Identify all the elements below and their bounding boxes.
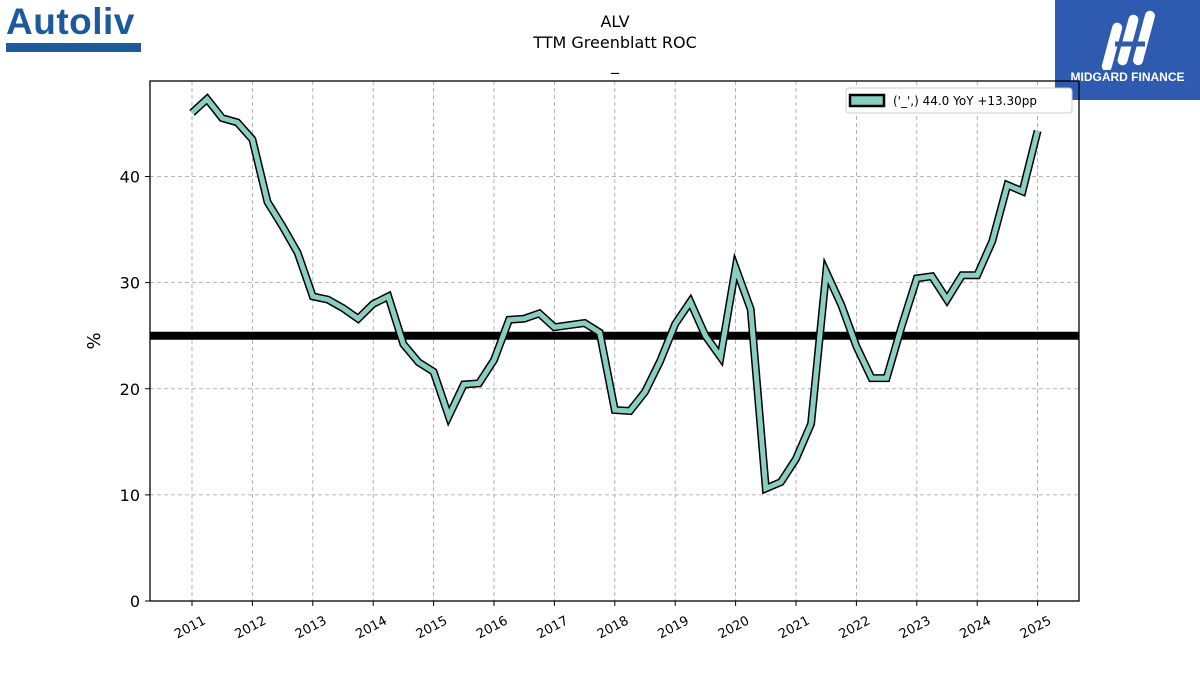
autoliv-logo-bar <box>6 43 141 52</box>
x-tick-label: 2014 <box>353 614 389 643</box>
x-tick-label: 2018 <box>595 614 631 643</box>
y-axis-label: % <box>84 332 105 349</box>
x-tick-label: 2013 <box>293 614 329 643</box>
x-tick-label: 2021 <box>776 614 812 643</box>
y-tick-label: 40 <box>120 168 140 187</box>
x-axis: 2011 2012 2013 2014 2015 2016 2017 2018 2019 2020… <box>172 601 1054 642</box>
x-tick-label: 2016 <box>474 614 510 643</box>
legend-swatch <box>848 93 886 108</box>
x-tick-label: 2023 <box>897 614 933 643</box>
x-tick-label: 2025 <box>1018 614 1054 643</box>
series-group <box>189 93 1042 495</box>
grid-lines <box>150 81 1079 601</box>
y-tick-label: 30 <box>120 274 140 293</box>
series-line <box>190 95 1041 493</box>
legend-box <box>845 87 1073 114</box>
x-tick-label: 2012 <box>233 614 269 643</box>
x-tick-label: 2011 <box>172 614 208 643</box>
legend: ('_',) 44.0 YoY +13.30pp <box>845 87 1073 114</box>
legend-label: ('_',) 44.0 YoY +13.30pp <box>893 94 1037 108</box>
x-tick-label: 2019 <box>655 614 691 643</box>
chart-subtitle: TTM Greenblatt ROC <box>532 33 697 52</box>
y-tick-label: 0 <box>130 592 140 611</box>
x-tick-label: 2015 <box>414 614 450 643</box>
x-tick-label: 2020 <box>716 614 752 643</box>
chart-subtitle-underscore: _ <box>610 55 620 75</box>
y-tick-label: 20 <box>120 380 140 399</box>
y-axis: 0 10 20 30 40 <box>120 168 150 611</box>
x-tick-label: 2017 <box>535 614 571 643</box>
autoliv-logo: Autoliv <box>6 2 142 52</box>
chart-title: ALV <box>600 12 629 31</box>
autoliv-logo-text: Autoliv <box>6 1 135 42</box>
midgard-emblem-icon <box>1101 10 1155 72</box>
x-tick-label: 2024 <box>957 614 993 643</box>
midgard-finance-text: MIDGARD FINANCE <box>1070 70 1185 84</box>
y-tick-label: 10 <box>120 486 140 505</box>
x-tick-label: 2022 <box>837 614 873 643</box>
